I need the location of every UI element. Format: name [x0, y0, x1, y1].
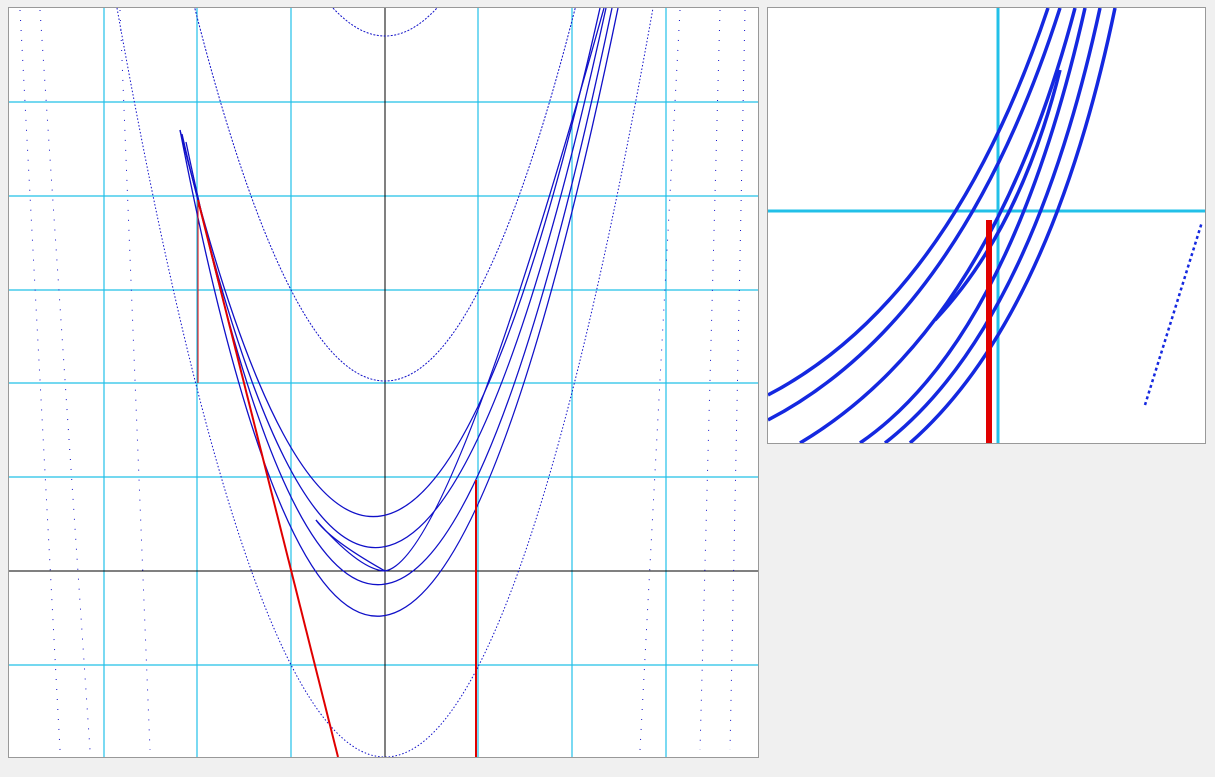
red-path	[197, 199, 477, 757]
curves	[116, 8, 654, 757]
scatter-dots	[19, 9, 746, 751]
zoom-content	[768, 8, 1205, 443]
main-plot	[8, 7, 759, 758]
grid	[9, 8, 758, 757]
zoom-panel	[767, 7, 1206, 444]
plot-content	[9, 8, 758, 757]
